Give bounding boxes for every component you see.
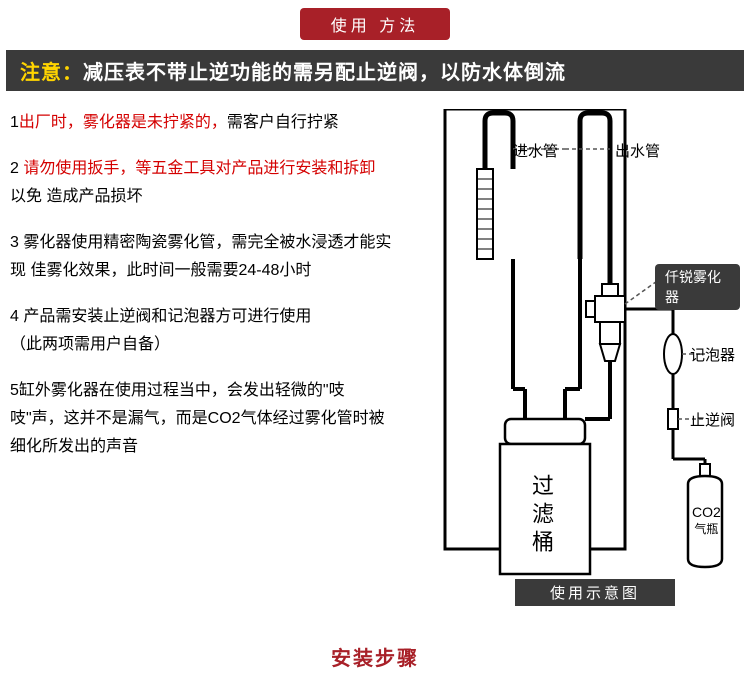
outlet-label: 出水管 xyxy=(615,140,660,161)
diagram-column: 进水管 出水管 仟锐雾化器 记泡器 止逆阀 过滤桶 CO2 气瓶 使用示意图 xyxy=(405,109,740,609)
footer-title: 安装步骤 xyxy=(331,642,419,671)
instruction-3: 3 雾化器使用精密陶瓷雾化管，需完全被水浸透才能实现 佳雾化效果，此时间一般需要… xyxy=(10,229,395,285)
atomizer-callout: 仟锐雾化器 xyxy=(655,264,740,310)
instr-rest: 产品需安装止逆阀和记泡器方可进行使用 xyxy=(23,308,311,325)
instr-num: 1 xyxy=(10,114,19,131)
diagram-box: 进水管 出水管 仟锐雾化器 记泡器 止逆阀 过滤桶 CO2 气瓶 使用示意图 xyxy=(405,109,740,609)
instructions-column: 1出厂时，雾化器是未拧紧的，需客户自行拧紧 2 请勿使用扳手，等五金工具对产品进… xyxy=(10,109,405,609)
co2-label: CO2 气瓶 xyxy=(692,504,721,537)
instruction-1: 1出厂时，雾化器是未拧紧的，需客户自行拧紧 xyxy=(10,109,395,137)
instr-num: 2 xyxy=(10,160,19,177)
content-row: 1出厂时，雾化器是未拧紧的，需客户自行拧紧 2 请勿使用扳手，等五金工具对产品进… xyxy=(0,109,750,609)
header-title: 使用 方法 xyxy=(331,18,419,35)
instr-rest2: （此两项需用户自备） xyxy=(10,336,170,353)
instr-num: 3 xyxy=(10,234,19,251)
instr-red: 出厂时，雾化器是未拧紧的， xyxy=(19,114,227,131)
instruction-2: 2 请勿使用扳手，等五金工具对产品进行安装和拆卸 以免 造成产品损坏 xyxy=(10,155,395,211)
instr-red: 请勿使用扳手，等五金工具对产品进行安装和拆卸 xyxy=(23,160,375,177)
warning-label: 注意： xyxy=(20,62,83,84)
inlet-label: 进水管 xyxy=(513,140,558,161)
instr-rest: 缸外雾化器在使用过程当中，会发出轻微的"吱吱"声，这并不是漏气，而是CO2气体经… xyxy=(10,382,385,455)
header-badge: 使用 方法 xyxy=(300,8,450,40)
instr-rest: 雾化器使用精密陶瓷雾化管，需完全被水浸透才能实现 佳雾化效果，此时间一般需要24… xyxy=(10,234,391,279)
instr-rest2: 以免 造成产品损坏 xyxy=(10,188,142,205)
instr-rest: 需客户自行拧紧 xyxy=(227,114,339,131)
check-valve-label: 止逆阀 xyxy=(690,409,735,430)
warning-bar: 注意：减压表不带止逆功能的需另配止逆阀，以防水体倒流 xyxy=(6,50,744,91)
bubble-counter-label: 记泡器 xyxy=(690,344,735,365)
instr-num: 5 xyxy=(10,382,19,399)
filter-label: 过滤桶 xyxy=(525,474,557,558)
co2-sub: 气瓶 xyxy=(694,522,718,536)
co2-text: CO2 xyxy=(692,504,721,520)
instr-num: 4 xyxy=(10,308,19,325)
warning-text: 减压表不带止逆功能的需另配止逆阀，以防水体倒流 xyxy=(83,62,566,84)
diagram-caption: 使用示意图 xyxy=(515,579,675,606)
instruction-4: 4 产品需安装止逆阀和记泡器方可进行使用 （此两项需用户自备） xyxy=(10,303,395,359)
instruction-5: 5缸外雾化器在使用过程当中，会发出轻微的"吱吱"声，这并不是漏气，而是CO2气体… xyxy=(10,377,395,461)
